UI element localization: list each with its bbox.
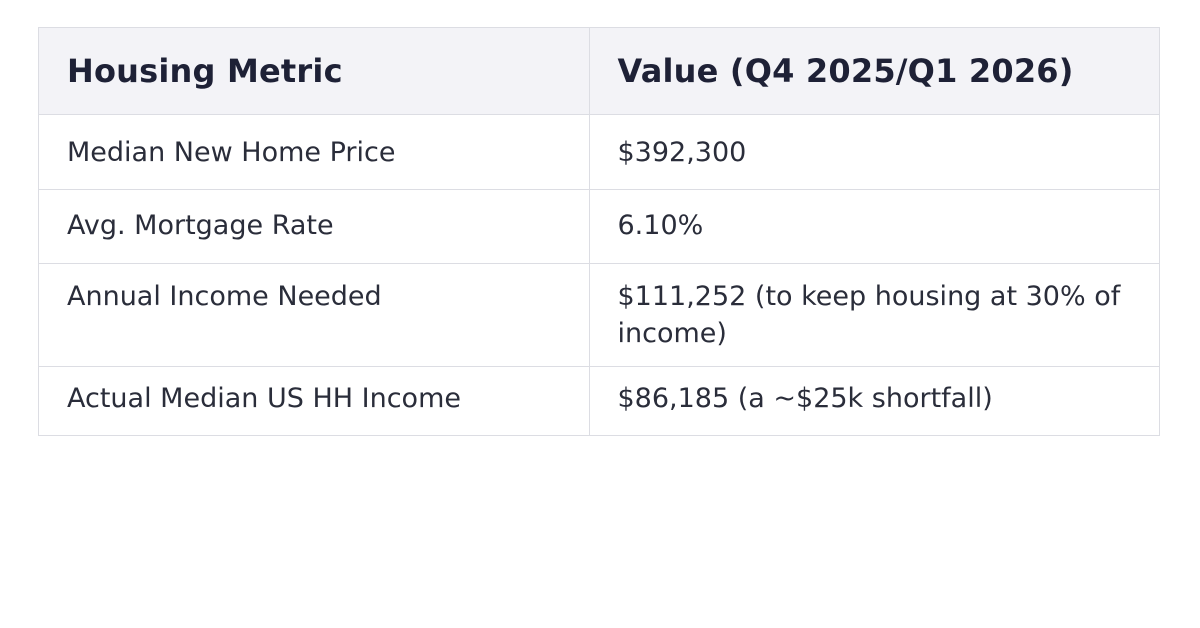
table-row: Median New Home Price $392,300 xyxy=(39,114,1159,190)
metric-cell: Avg. Mortgage Rate xyxy=(39,189,590,264)
table-row: Annual Income Needed $111,252 (to keep h… xyxy=(39,263,1159,367)
value-cell: $111,252 (to keep housing at 30% of inco… xyxy=(589,263,1159,367)
table-header: Housing Metric Value (Q4 2025/Q1 2026) xyxy=(39,28,1159,115)
value-cell: $392,300 xyxy=(589,114,1159,190)
value-cell: $86,185 (a ~$25k shortfall) xyxy=(617,382,993,414)
header-row: Housing Metric Value (Q4 2025/Q1 2026) xyxy=(39,28,1159,115)
table-row: Actual Median US HH Income $86,185 (a ~$… xyxy=(39,366,1159,435)
data-table: Housing Metric Value (Q4 2025/Q1 2026) M… xyxy=(39,28,1159,435)
header-value: Value (Q4 2025/Q1 2026) xyxy=(589,28,1159,115)
table-body: Median New Home Price $392,300 Avg. Mort… xyxy=(39,114,1159,435)
metric-cell: Actual Median US HH Income xyxy=(39,366,590,435)
housing-table: Housing Metric Value (Q4 2025/Q1 2026) M… xyxy=(38,27,1160,436)
value-cell: 6.10% xyxy=(589,189,1159,264)
table-row: Avg. Mortgage Rate 6.10% xyxy=(39,189,1159,264)
metric-cell: Median New Home Price xyxy=(39,114,590,190)
metric-cell: Annual Income Needed xyxy=(39,263,590,367)
header-metric: Housing Metric xyxy=(39,28,590,115)
